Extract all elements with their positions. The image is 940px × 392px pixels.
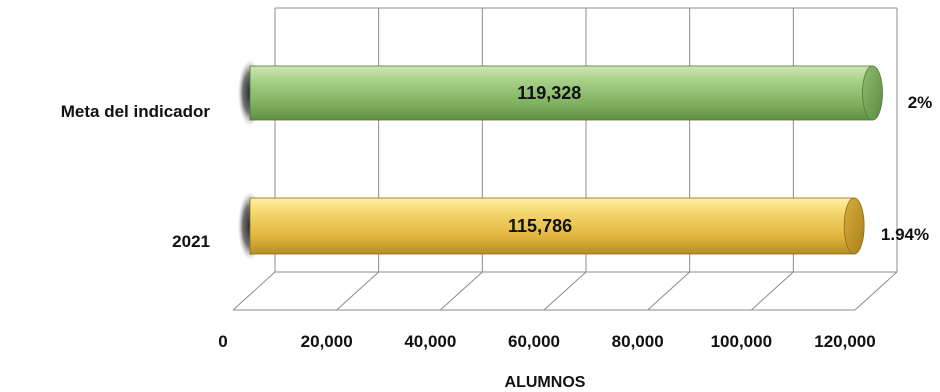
labels: 0 20,000 40,000 60,000 80,000 100,000 120,000 1… — [61, 83, 933, 351]
floor-gridline — [336, 271, 380, 311]
x-tick-label: 20,000 — [301, 332, 353, 351]
bar — [249, 65, 873, 121]
x-axis-title: ALUMNOS — [505, 374, 586, 391]
floor-gridline — [750, 271, 794, 311]
bars — [238, 60, 883, 260]
x-tick-label: 120,000 — [814, 332, 875, 351]
bar — [249, 197, 855, 255]
floor-gridline — [854, 271, 898, 311]
x-tick-label: 60,000 — [508, 332, 560, 351]
floor-gridline — [439, 271, 483, 311]
bar-value-label: 115,786 — [508, 216, 572, 236]
percent-label: 2% — [908, 93, 933, 112]
bar-end-cap — [843, 197, 865, 255]
floor-gridline — [543, 271, 587, 311]
category-label: 2021 — [172, 232, 210, 251]
x-tick-label: 0 — [218, 332, 227, 351]
floor-gridline — [232, 271, 276, 311]
category-label: Meta del indicador — [61, 102, 211, 121]
percent-label: 1.94% — [881, 225, 929, 244]
grid — [274, 8, 898, 272]
bar-end-cap — [862, 65, 883, 121]
x-tick-label: 80,000 — [612, 332, 664, 351]
x-tick-label: 40,000 — [404, 332, 456, 351]
chart-floor — [232, 7, 898, 311]
x-tick-label: 100,000 — [711, 332, 772, 351]
floor-gridline — [647, 271, 691, 311]
bar-value-label: 119,328 — [517, 83, 581, 103]
